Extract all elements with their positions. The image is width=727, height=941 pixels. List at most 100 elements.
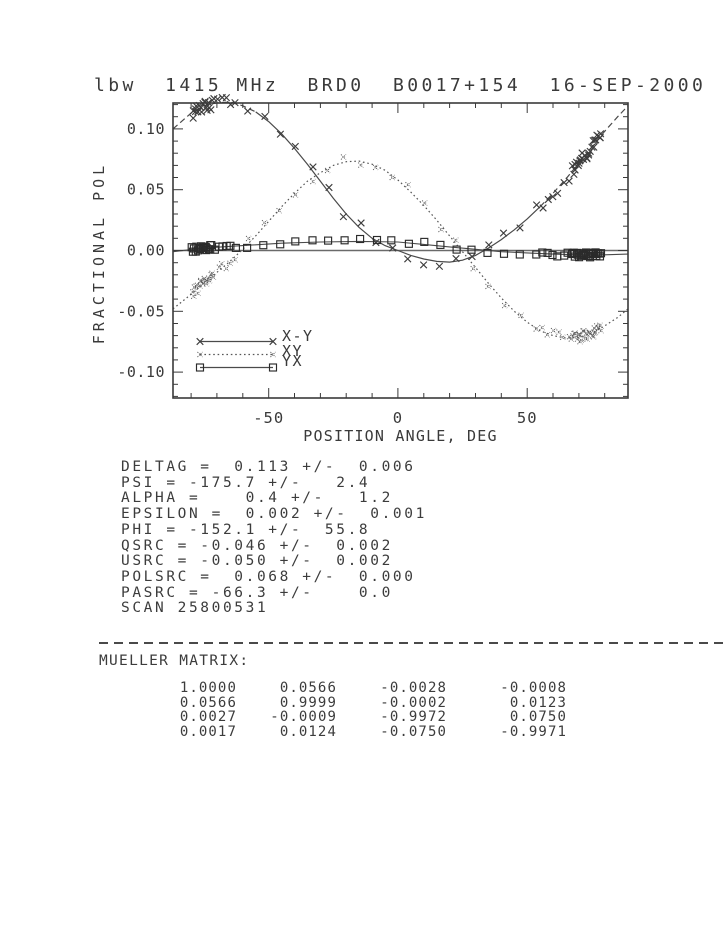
x-marker	[419, 261, 428, 269]
x-marker	[243, 107, 252, 115]
x-marker	[435, 262, 444, 271]
series-x-y-markers	[189, 93, 605, 271]
stat-line: PSI = -175.7 +/- 2.4	[121, 474, 371, 491]
dot-x-marker	[438, 226, 444, 233]
dot-x-marker	[232, 256, 238, 263]
series-x-y-fit-mid	[255, 111, 541, 263]
dot-x-marker	[200, 280, 207, 287]
mueller-cell: -0.0002	[380, 694, 447, 711]
stat-line: EPSILON = 0.002 +/- 0.001	[121, 506, 427, 523]
square-marker	[324, 236, 333, 245]
dot-x-marker	[191, 284, 198, 290]
square-marker	[372, 235, 382, 245]
square-marker	[420, 237, 429, 246]
x-marker	[403, 255, 412, 263]
mueller-cell: 0.9999	[279, 694, 337, 711]
dot-x-marker	[223, 265, 230, 272]
x-marker	[591, 136, 600, 144]
dot-x-marker	[470, 265, 477, 272]
dot-x-marker	[598, 327, 604, 334]
square-marker	[404, 239, 413, 248]
x-tick-label: 50	[517, 409, 538, 427]
square-marker	[538, 248, 547, 257]
dot-x-marker	[577, 338, 583, 345]
x-marker	[325, 183, 333, 192]
square-marker	[532, 250, 541, 259]
dot-x-marker	[533, 326, 540, 332]
legend-label: XY	[282, 342, 303, 360]
plot-title: lbw 1415 MHz BRD0 B0017+154 16-SEP-2000	[94, 75, 707, 96]
dot-x-marker	[190, 293, 197, 300]
x-marker	[452, 254, 460, 263]
square-marker	[499, 249, 509, 258]
x-marker	[189, 114, 197, 122]
mueller-cell: 0.0750	[509, 709, 567, 726]
stat-line: PHI = -152.1 +/- 55.8	[121, 521, 371, 538]
dot-x-marker	[452, 237, 459, 244]
y-tick-label: 0.00	[127, 242, 165, 260]
x-marker	[539, 204, 547, 212]
x-marker	[499, 229, 508, 237]
x-marker	[291, 142, 300, 151]
dot-x-marker	[324, 167, 331, 174]
dot-x-marker	[218, 260, 225, 267]
stat-line: DELTAG = 0.113 +/- 0.006	[121, 459, 416, 475]
dot-x-marker	[575, 331, 582, 338]
x-marker	[544, 195, 553, 204]
x-marker	[388, 244, 397, 252]
dot-x-marker	[245, 235, 252, 242]
square-marker	[308, 236, 317, 245]
x-axis-title: POSITION ANGLE, DEG	[303, 427, 498, 445]
fit-curves	[172, 101, 629, 339]
dot-x-marker	[340, 154, 347, 160]
legend-label: YX	[282, 352, 303, 370]
axes	[172, 102, 629, 399]
x-marker	[596, 130, 605, 138]
square-marker	[596, 249, 606, 258]
mueller-cell: -0.0028	[380, 680, 447, 696]
stat-line: SCAN 25800531	[121, 600, 269, 617]
square-marker	[340, 236, 349, 245]
mueller-cell: 0.0027	[179, 709, 237, 726]
square-marker	[467, 245, 476, 254]
mueller-matrix-label: MUELLER MATRIX:	[99, 653, 250, 669]
y-tick-label: 0.10	[127, 120, 165, 138]
stat-line: QSRC = -0.046 +/- 0.002	[121, 537, 393, 554]
x-marker	[588, 143, 596, 151]
x-marker	[590, 143, 598, 151]
dot-x-marker	[389, 174, 396, 181]
dot-x-marker	[485, 283, 491, 290]
y-tick-label: -0.10	[117, 363, 165, 381]
dot-x-marker	[357, 162, 364, 168]
stat-line: PASRC = -66.3 +/- 0.0	[121, 584, 393, 601]
x-marker	[207, 106, 215, 114]
x-marker	[261, 112, 269, 121]
series-yx-markers	[187, 234, 606, 262]
x-marker	[269, 337, 277, 346]
square-marker	[243, 243, 252, 252]
series-xy-fit	[172, 160, 629, 339]
x-marker	[516, 224, 524, 232]
mueller-cell: 0.0124	[279, 723, 337, 740]
square-marker	[291, 237, 300, 246]
mueller-cell: 0.0123	[509, 694, 567, 711]
dot-x-marker	[195, 290, 201, 297]
mueller-matrix-table: 1.0000 0.0566 -0.0028 -0.0008 0.0566 0.9999 -0…	[150, 681, 567, 739]
x-marker	[570, 170, 578, 179]
x-tick-label: -50	[253, 409, 284, 427]
x-marker	[357, 219, 365, 227]
x-marker	[560, 178, 568, 187]
square-marker	[515, 250, 524, 259]
legend-label: X-Y	[282, 327, 314, 345]
dot-x-marker	[372, 164, 379, 171]
square-marker	[543, 248, 552, 257]
square-marker	[231, 243, 240, 252]
x-marker	[485, 241, 493, 249]
x-tick-label: 0	[393, 409, 403, 427]
x-marker	[276, 130, 285, 138]
square-marker	[276, 240, 285, 249]
mueller-cell: -0.0009	[270, 709, 337, 726]
dot-x-marker	[421, 200, 428, 206]
